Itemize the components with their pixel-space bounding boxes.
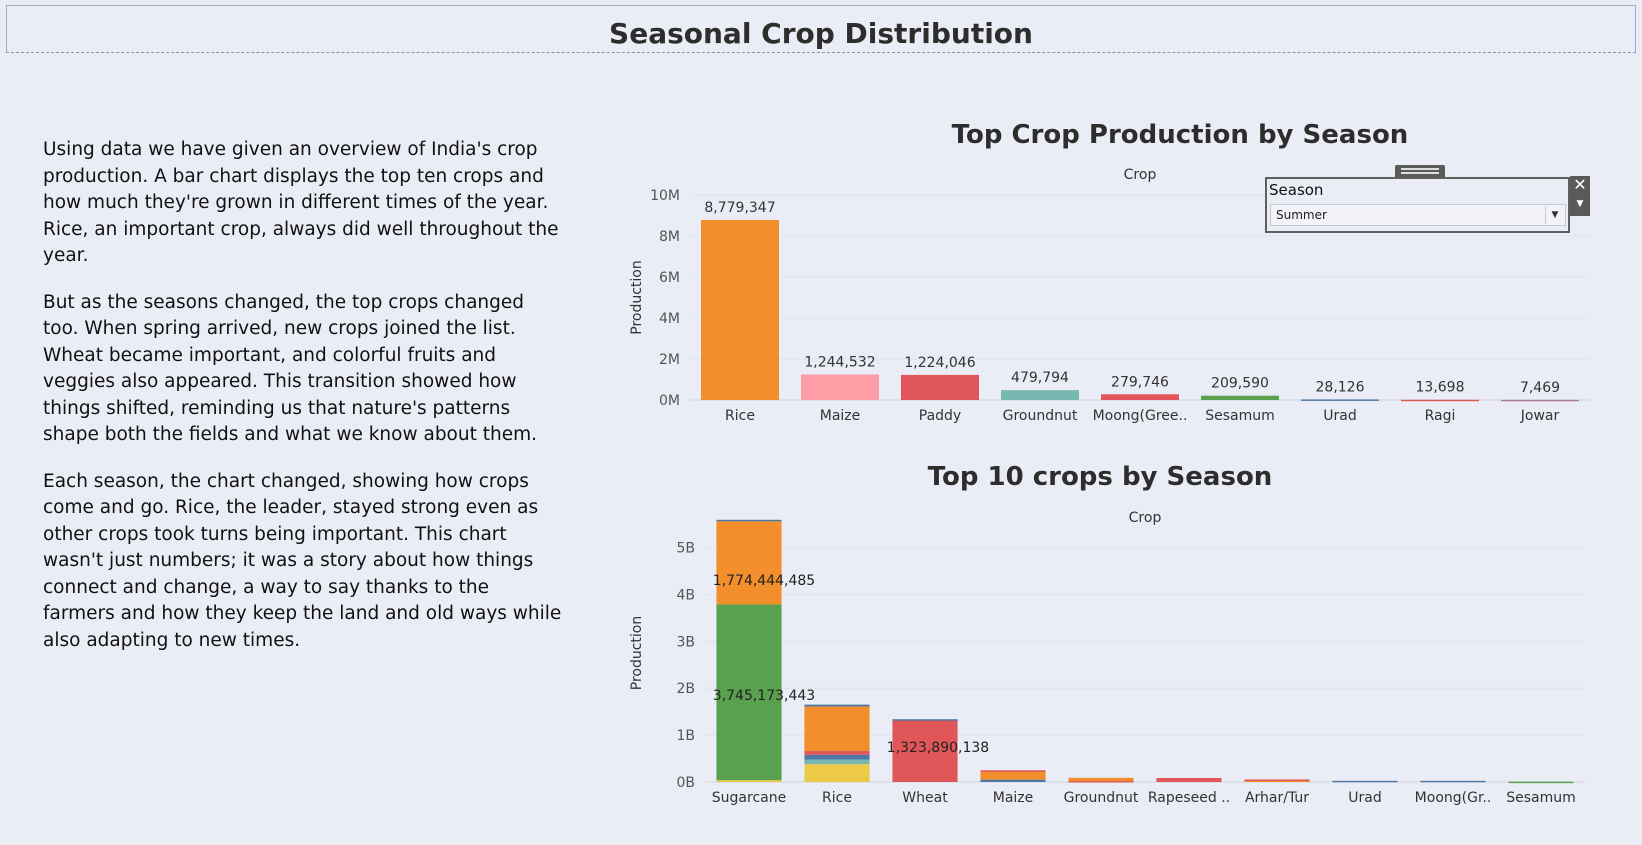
season-select-value: Summer	[1276, 208, 1327, 222]
chevron-down-icon[interactable]: ▼	[1545, 206, 1564, 224]
filter-menu-icon[interactable]: ▼	[1576, 199, 1584, 209]
data-label: 1,774,444,485	[713, 573, 815, 589]
data-label: 8,779,347	[704, 200, 775, 216]
y-tick-label: 0M	[659, 393, 680, 409]
narrative-paragraph: Each season, the chart changed, showing …	[43, 470, 562, 651]
x-tick-label: Ragi	[1425, 408, 1456, 424]
bar-segment	[804, 764, 870, 782]
y-tick-label: 10M	[650, 188, 680, 204]
y-tick-label: 0B	[676, 775, 695, 791]
bar-segment	[892, 719, 958, 721]
x-tick-label: Urad	[1323, 408, 1356, 424]
x-tick-label: Groundnut	[1064, 790, 1139, 806]
bar	[1501, 399, 1579, 402]
narrative-text: Using data we have given an overview of …	[43, 137, 563, 674]
bar	[1101, 394, 1179, 400]
data-label: 1,323,890,138	[887, 740, 989, 756]
data-label: 13,698	[1416, 380, 1465, 396]
y-tick-label: 2M	[659, 352, 680, 368]
filter-close-button[interactable]: ✕ ▼	[1570, 176, 1590, 216]
data-label: 7,469	[1520, 380, 1560, 396]
narrative-paragraph: But as the seasons changed, the top crop…	[43, 291, 537, 446]
y-tick-label: 2B	[676, 681, 695, 697]
bar	[1301, 399, 1379, 401]
bar	[1001, 390, 1079, 400]
bar-segment	[980, 779, 1046, 782]
data-label: 3,745,173,443	[713, 688, 815, 704]
bar-segment	[1332, 780, 1398, 783]
bar-segment	[804, 704, 870, 707]
data-label: 279,746	[1111, 374, 1169, 390]
y-tick-label: 8M	[659, 229, 680, 245]
x-tick-label: Maize	[993, 790, 1034, 806]
x-tick-label: Paddy	[919, 408, 961, 424]
bar	[801, 374, 879, 400]
x-tick-label: Urad	[1348, 790, 1381, 806]
season-select[interactable]: Summer ▼	[1270, 204, 1566, 226]
bar-segment	[804, 751, 870, 755]
data-label: 28,126	[1316, 379, 1365, 395]
bar-segment	[716, 519, 782, 522]
data-label: 479,794	[1011, 370, 1069, 386]
bar-segment	[1508, 781, 1574, 784]
y-tick-label: 4B	[676, 587, 695, 603]
bar-segment	[1068, 777, 1134, 782]
bar	[701, 220, 779, 400]
bar-segment	[892, 719, 958, 782]
season-filter: Season Summer ▼	[1265, 177, 1570, 233]
y-axis-label: Production	[629, 260, 645, 334]
y-tick-label: 3B	[676, 634, 695, 650]
y-tick-label: 4M	[659, 311, 680, 327]
chart-header: Crop	[1129, 510, 1162, 526]
chart1-title: Top Crop Production by Season	[951, 120, 1409, 150]
x-tick-label: Moong(Gree..	[1093, 408, 1188, 424]
x-tick-label: Sesamum	[1205, 408, 1275, 424]
x-tick-label: Rice	[822, 790, 852, 806]
dashboard-title-bar: Seasonal Crop Distribution	[6, 5, 1636, 53]
bar-segment	[804, 706, 870, 752]
x-tick-label: Wheat	[902, 790, 948, 806]
bar-segment	[1244, 779, 1310, 781]
x-tick-label: Sesamum	[1506, 790, 1576, 806]
x-tick-label: Maize	[820, 408, 861, 424]
chart2-title: Top 10 crops by Season	[927, 462, 1273, 492]
bar	[1201, 395, 1279, 400]
x-tick-label: Rapeseed ..	[1148, 790, 1230, 806]
bar	[1401, 399, 1479, 402]
y-axis-label: Production	[629, 616, 645, 690]
bar-segment	[804, 759, 870, 765]
y-tick-label: 1B	[676, 728, 695, 744]
dashboard-title: Seasonal Crop Distribution	[609, 17, 1033, 50]
bar-segment	[804, 754, 870, 760]
x-tick-label: Jowar	[1520, 408, 1560, 424]
chart-header: Crop	[1124, 167, 1157, 183]
x-tick-label: Arhar/Tur	[1245, 790, 1309, 806]
bar-segment	[1156, 778, 1222, 782]
narrative-paragraph: Using data we have given an overview of …	[43, 139, 559, 266]
bar-segment	[716, 521, 782, 605]
bar	[901, 374, 979, 400]
data-label: 1,224,046	[904, 355, 975, 371]
bar-segment	[1420, 780, 1486, 783]
bar-segment	[716, 604, 782, 781]
y-tick-label: 5B	[676, 540, 695, 556]
bar-segment	[980, 770, 1046, 772]
x-tick-label: Groundnut	[1003, 408, 1078, 424]
x-tick-label: Sugarcane	[712, 790, 786, 806]
x-tick-label: Rice	[725, 408, 755, 424]
bar-segment	[1068, 781, 1134, 783]
bar-segment	[716, 780, 782, 782]
data-label: 1,244,532	[804, 354, 875, 370]
filter-drag-handle[interactable]	[1395, 165, 1445, 177]
y-tick-label: 6M	[659, 270, 680, 286]
x-tick-label: Moong(Gr..	[1415, 790, 1492, 806]
bar-segment	[980, 771, 1046, 780]
bar-segment	[1244, 779, 1310, 782]
season-filter-label: Season	[1269, 181, 1324, 199]
data-label: 209,590	[1211, 376, 1269, 392]
